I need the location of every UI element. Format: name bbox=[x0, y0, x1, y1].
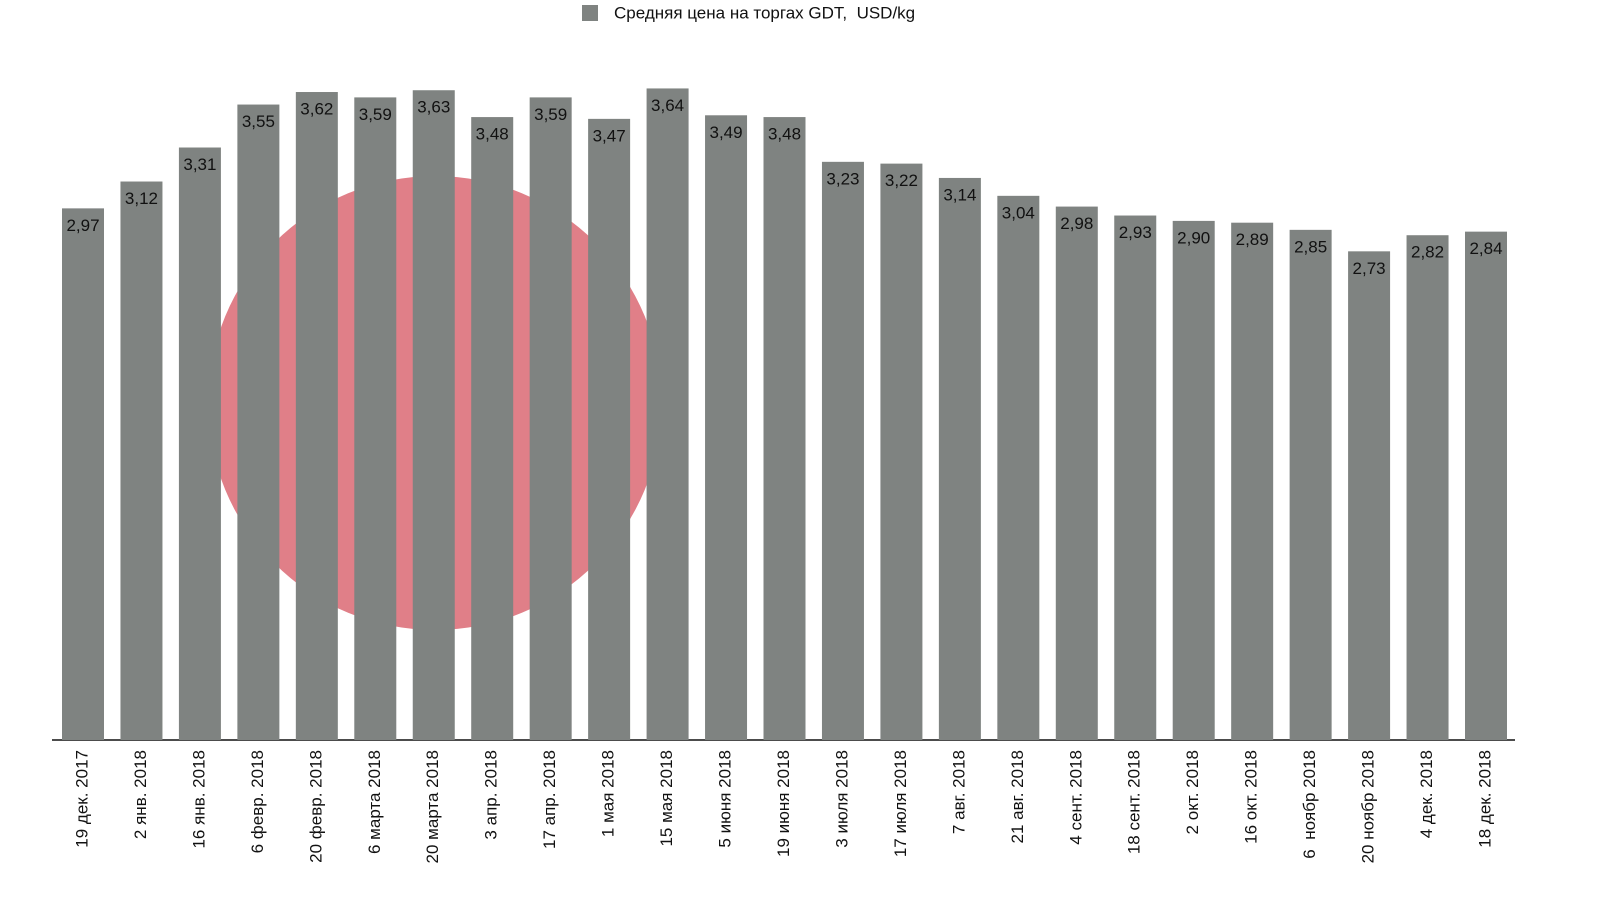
value-label: 3,04 bbox=[1002, 203, 1035, 222]
value-label: 3,55 bbox=[242, 112, 275, 131]
x-tick-label: 19 дек. 2017 bbox=[72, 750, 91, 848]
bar bbox=[1172, 220, 1215, 740]
value-label: 2,85 bbox=[1294, 237, 1327, 256]
value-label: 3,59 bbox=[359, 105, 392, 124]
x-tick-label: 18 сент. 2018 bbox=[1125, 750, 1144, 854]
bar bbox=[1289, 229, 1332, 740]
value-label: 2,84 bbox=[1469, 239, 1502, 258]
bar bbox=[1348, 251, 1391, 740]
x-tick-label: 17 апр. 2018 bbox=[540, 750, 559, 849]
value-label: 3,23 bbox=[826, 169, 859, 188]
x-tick-label: 15 мая 2018 bbox=[657, 750, 676, 847]
bar bbox=[354, 97, 397, 740]
bar bbox=[412, 90, 455, 741]
bar bbox=[1406, 235, 1449, 740]
value-label: 3,63 bbox=[417, 98, 450, 117]
bar bbox=[938, 177, 981, 740]
bar bbox=[705, 115, 748, 741]
bar bbox=[1055, 206, 1098, 740]
x-tick-label: 16 окт. 2018 bbox=[1242, 750, 1261, 844]
x-tick-label: 19 июня 2018 bbox=[774, 750, 793, 857]
bar bbox=[237, 104, 280, 741]
bar bbox=[529, 97, 572, 740]
value-label: 3,48 bbox=[768, 125, 801, 144]
bar bbox=[646, 88, 689, 740]
x-tick-label: 3 апр. 2018 bbox=[482, 750, 501, 840]
bar bbox=[821, 161, 864, 740]
x-tick-label: 2 янв. 2018 bbox=[131, 750, 150, 839]
value-label: 3,64 bbox=[651, 96, 684, 115]
value-label: 3,49 bbox=[709, 123, 742, 142]
value-label: 3,31 bbox=[183, 155, 216, 174]
x-tick-label: 5 июня 2018 bbox=[716, 750, 735, 848]
bar bbox=[120, 181, 163, 740]
bar bbox=[295, 92, 338, 740]
bar bbox=[880, 163, 923, 740]
value-label: 2,73 bbox=[1353, 259, 1386, 278]
x-tick-label: 21 авг. 2018 bbox=[1008, 750, 1027, 844]
x-tick-label: 17 июля 2018 bbox=[891, 750, 910, 857]
x-tick-label: 20 марта 2018 bbox=[423, 750, 442, 863]
value-label: 2,82 bbox=[1411, 243, 1444, 262]
x-tick-label: 16 янв. 2018 bbox=[189, 750, 208, 849]
x-tick-label: 4 дек. 2018 bbox=[1417, 750, 1436, 838]
bar bbox=[1114, 215, 1157, 740]
x-tick-label: 2 окт. 2018 bbox=[1183, 750, 1202, 834]
legend-swatch bbox=[582, 5, 598, 21]
value-label: 2,97 bbox=[66, 216, 99, 235]
bar bbox=[62, 208, 104, 740]
x-tick-label: 6 ноябр 2018 bbox=[1300, 750, 1319, 859]
x-tick-label: 1 мая 2018 bbox=[599, 750, 618, 837]
bar bbox=[1231, 222, 1274, 740]
x-tick-label: 3 июля 2018 bbox=[832, 750, 851, 848]
x-tick-label: 7 авг. 2018 bbox=[949, 750, 968, 834]
value-label: 2,93 bbox=[1119, 223, 1152, 242]
legend-label: Средняя цена на торгах GDT, USD/kg bbox=[614, 3, 915, 22]
value-label: 2,89 bbox=[1236, 230, 1269, 249]
value-label: 2,90 bbox=[1177, 228, 1210, 247]
value-label: 3,22 bbox=[885, 171, 918, 190]
bar bbox=[178, 147, 221, 740]
value-label: 3,59 bbox=[534, 105, 567, 124]
bar bbox=[1465, 231, 1507, 740]
x-tick-label: 18 дек. 2018 bbox=[1475, 750, 1494, 848]
value-label: 3,48 bbox=[476, 125, 509, 144]
value-label: 3,47 bbox=[593, 126, 626, 145]
x-tick-label: 20 февр. 2018 bbox=[306, 750, 325, 863]
x-tick-label: 6 февр. 2018 bbox=[248, 750, 267, 853]
value-label: 2,98 bbox=[1060, 214, 1093, 233]
value-label: 3,14 bbox=[943, 185, 976, 204]
x-tick-label: 6 марта 2018 bbox=[365, 750, 384, 854]
x-tick-label: 4 сент. 2018 bbox=[1066, 750, 1085, 845]
bar bbox=[763, 117, 806, 740]
value-label: 3,12 bbox=[125, 189, 158, 208]
bar bbox=[588, 118, 631, 741]
value-label: 3,62 bbox=[300, 100, 333, 119]
bar bbox=[471, 117, 514, 740]
x-tick-label: 20 ноябр 2018 bbox=[1359, 750, 1378, 863]
bar bbox=[997, 195, 1040, 741]
